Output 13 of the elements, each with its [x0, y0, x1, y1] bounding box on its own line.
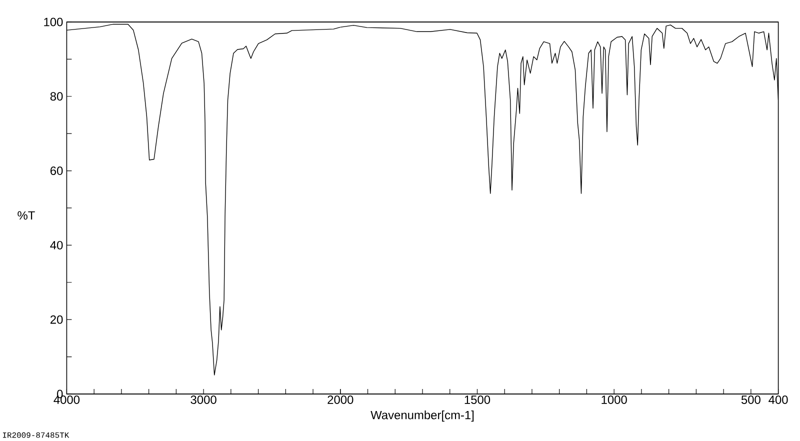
- y-axis-title: %T: [18, 211, 35, 220]
- y-tick-label: 60: [50, 166, 63, 176]
- y-tick-label: 100: [44, 18, 63, 26]
- y-tick-label: 40: [50, 240, 63, 250]
- y-tick-label: 80: [50, 92, 63, 101]
- x-tick-label: 1000: [602, 396, 627, 404]
- x-tick-label: 400: [768, 396, 788, 404]
- y-tick-label: 20: [50, 315, 63, 324]
- x-tick-label: 500: [741, 396, 760, 404]
- x-tick-label: 1500: [464, 396, 490, 404]
- x-tick-label: 3000: [190, 396, 216, 404]
- x-axis-title: Wavenumber[cm-1]: [370, 410, 474, 422]
- x-tick-label: 2000: [328, 396, 354, 404]
